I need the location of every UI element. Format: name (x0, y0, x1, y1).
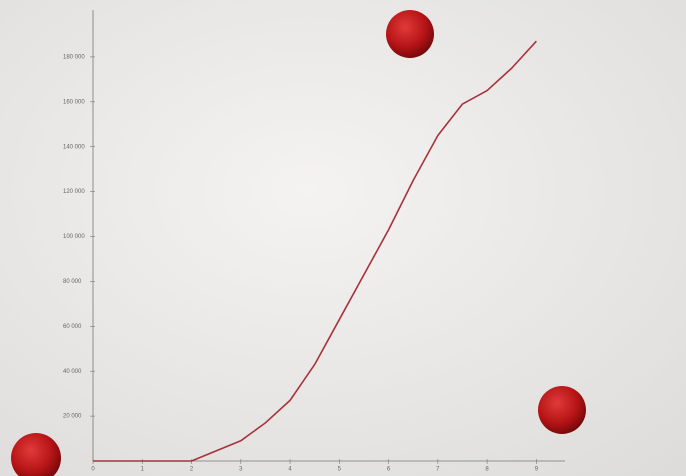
y-tick-label: 80 000 (63, 279, 82, 285)
x-tick-label: 0 (91, 467, 95, 473)
x-tick-label: 2 (190, 467, 194, 473)
y-tick-label: 100 000 (63, 234, 85, 240)
data-line (93, 40, 537, 462)
y-tick-label: 120 000 (63, 189, 85, 195)
y-tick-label: 60 000 (63, 324, 82, 330)
y-tick-label: 20 000 (63, 414, 82, 420)
x-tick-label: 7 (436, 467, 440, 473)
y-tick-label: 160 000 (63, 99, 85, 105)
x-tick-label: 3 (239, 467, 243, 473)
x-tick-label: 5 (338, 467, 342, 473)
magnet (11, 433, 61, 476)
x-tick-label: 1 (141, 467, 145, 473)
y-tick-label: 180 000 (63, 54, 85, 60)
x-tick-label: 6 (387, 467, 391, 473)
y-tick-label: 140 000 (63, 144, 85, 150)
x-tick-label: 8 (485, 467, 489, 473)
x-tick-label: 9 (535, 467, 539, 473)
x-tick-label: 4 (288, 467, 292, 473)
magnet (538, 386, 586, 434)
magnet (386, 10, 434, 58)
y-tick-label: 40 000 (63, 369, 82, 375)
